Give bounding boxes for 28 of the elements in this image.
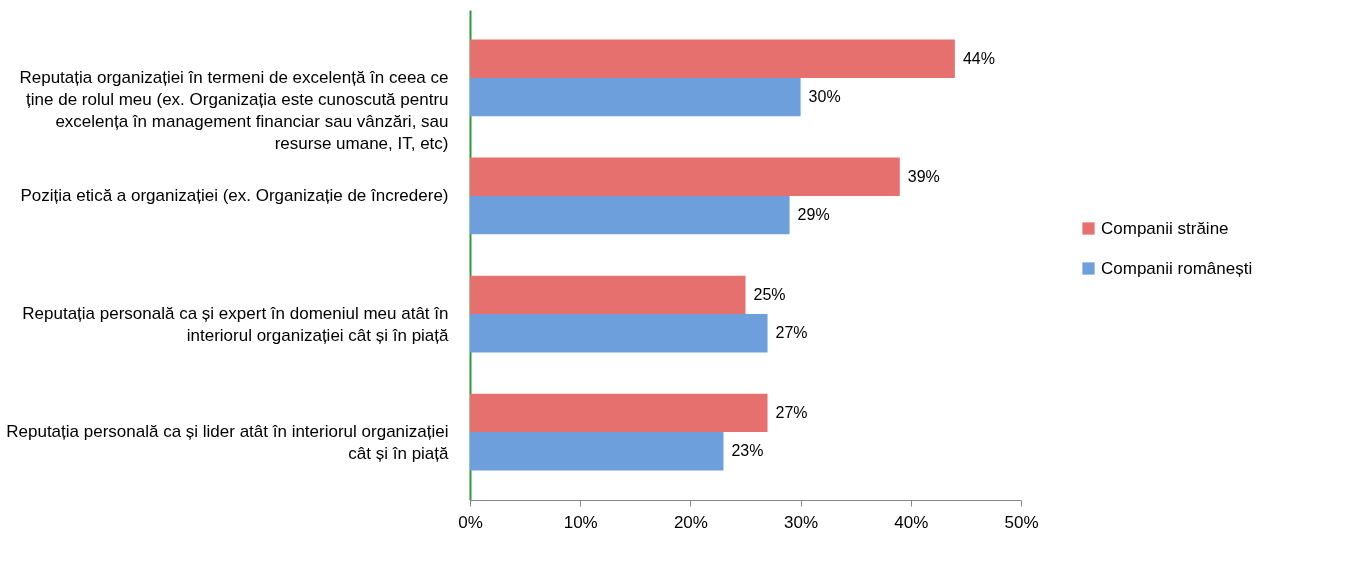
y-tick-label: Reputația organizației în termeni de excelență în ceea ce ține de rolul meu (ex. Organizația este cunoscută pentru excelența în management financiar sau vânzări, sau resurse umane, IT, etc)	[19, 67, 449, 153]
bar	[470, 77, 801, 117]
data-label: 44%	[962, 49, 995, 67]
bar	[470, 314, 768, 353]
x-tick-label: 20%	[673, 512, 708, 532]
data-label: 25%	[753, 285, 786, 303]
y-tick-label: Reputația personală ca și expert în domeniul meu atât în interiorul organizației cât și în piață	[22, 304, 450, 346]
x-tick-label: 0%	[458, 512, 483, 532]
data-label: 39%	[907, 167, 940, 185]
bar	[470, 275, 746, 315]
bar	[470, 393, 768, 433]
x-tick-label: 10%	[563, 512, 598, 532]
x-tick-label: 50%	[1004, 512, 1039, 532]
y-tick-label: Poziția etică a organizației (ex. Organizație de încredere)	[20, 185, 449, 205]
x-tick-label: 40%	[894, 512, 929, 532]
bar	[470, 432, 724, 471]
data-label: 27%	[775, 403, 808, 421]
x-tick-label: 30%	[784, 512, 819, 532]
bar	[470, 157, 900, 196]
bar	[470, 39, 955, 78]
legend-label: Companii străine	[1101, 218, 1229, 238]
bar	[470, 195, 790, 235]
data-label: 27%	[775, 324, 808, 342]
data-label: 30%	[808, 88, 841, 106]
data-label: 29%	[797, 206, 830, 224]
data-label: 23%	[731, 442, 764, 460]
y-tick-label: Reputația personală ca și lider atât în interiorul organizației cât și în piață	[6, 422, 450, 464]
legend-label: Companii românești	[1101, 258, 1253, 278]
